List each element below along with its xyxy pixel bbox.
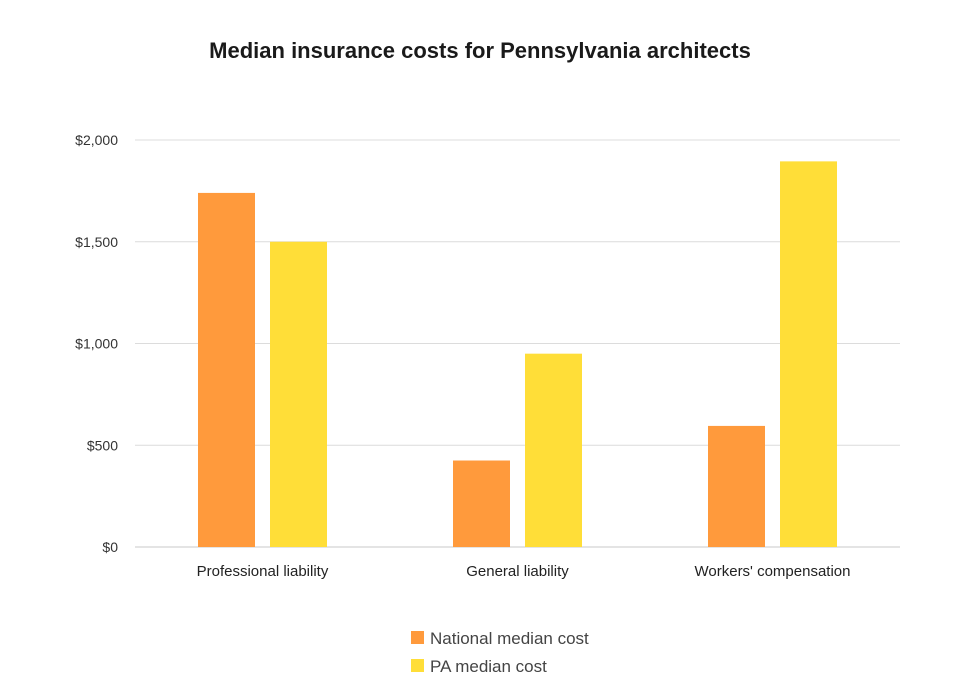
y-axis-ticks: $0 $500 $1,000 $1,500 $2,000	[75, 132, 118, 555]
x-category-label: Professional liability	[197, 563, 329, 580]
chart-title: Median insurance costs for Pennsylvania …	[209, 38, 751, 63]
y-tick-label: $1,000	[75, 336, 118, 352]
y-tick-label: $0	[102, 539, 118, 555]
bar-pa-1	[525, 353, 582, 547]
legend-swatch-pa	[411, 659, 424, 672]
y-tick-label: $1,500	[75, 234, 118, 250]
bars	[198, 161, 837, 547]
legend-swatch-national	[411, 631, 424, 644]
legend: National median cost PA median cost	[411, 629, 589, 676]
y-tick-label: $500	[87, 437, 118, 453]
y-tick-label: $2,000	[75, 132, 118, 148]
bar-pa-2	[780, 161, 837, 547]
x-category-label: Workers' compensation	[695, 563, 851, 580]
legend-label-national: National median cost	[430, 629, 589, 648]
bar-national-2	[708, 425, 765, 547]
gridlines	[135, 139, 900, 548]
x-axis-categories: Professional liability General liability W…	[197, 563, 851, 580]
legend-label-pa: PA median cost	[430, 657, 547, 676]
bar-pa-0	[270, 241, 327, 547]
x-category-label: General liability	[466, 563, 569, 580]
bar-national-0	[198, 192, 255, 547]
bar-national-1	[453, 460, 510, 547]
